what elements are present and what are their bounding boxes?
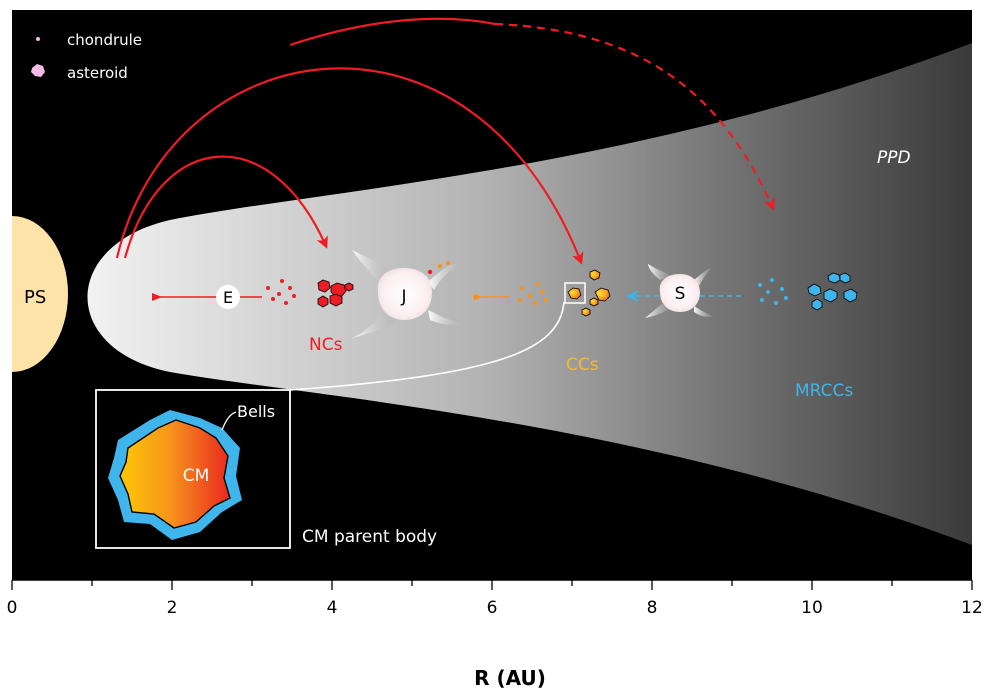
x-tick-label: 12	[961, 598, 983, 618]
mrcc-chondrules	[758, 278, 788, 305]
bells-label: Bells	[237, 402, 275, 421]
x-axis: 0 2 4 6 8 10 12 R (AU)	[7, 579, 983, 690]
legend-chondrule-label: chondrule	[67, 31, 142, 49]
ccs-label: CCs	[566, 355, 599, 375]
arc-to-mrccs-dashed	[494, 22, 775, 211]
nc-asteroids	[317, 279, 354, 308]
arc-to-mrccs-solid	[289, 17, 496, 47]
legend-asteroid-label: asteroid	[67, 64, 128, 82]
inset-cm-parent-body: CM Bells	[95, 389, 291, 549]
x-tick-label: 8	[647, 598, 658, 618]
x-tick-label: 6	[487, 598, 498, 618]
inset-caption: CM parent body	[302, 527, 437, 547]
protoplanetary-disk	[87, 43, 972, 545]
x-axis-ticks	[11, 580, 973, 590]
transport-arcs	[115, 17, 775, 265]
legend: chondrule asteroid	[31, 31, 142, 82]
x-axis-title: R (AU)	[474, 666, 546, 690]
x-tick-label: 0	[7, 598, 18, 618]
x-tick-label: 10	[801, 598, 823, 618]
arc-to-ncs	[123, 155, 328, 259]
saturn: S	[626, 264, 745, 318]
nc-chondrules	[266, 279, 296, 305]
jupiter: J	[352, 250, 510, 338]
cc-chondrules	[518, 282, 548, 305]
inset-source-box	[564, 282, 586, 304]
bells-pointer	[221, 411, 237, 431]
cc-asteroids	[567, 269, 611, 317]
legend-chondrule-marker	[36, 37, 40, 41]
saturn-label: S	[675, 284, 686, 304]
inset-connector	[289, 301, 565, 391]
x-tick-label: 2	[167, 598, 178, 618]
earth-planet	[216, 285, 240, 309]
x-axis-tick-labels: 0 2 4 6 8 10 12	[7, 598, 983, 618]
x-tick-label: 4	[327, 598, 338, 618]
arc-to-ccs	[115, 67, 584, 265]
mrccs-label: MRCCs	[795, 381, 853, 401]
protostar: PS	[12, 216, 68, 372]
disk-label: PPD	[877, 148, 911, 168]
legend-asteroid-marker	[31, 64, 45, 77]
ncs-label: NCs	[309, 335, 343, 355]
mrcc-asteroids	[807, 272, 858, 311]
protostar-label: PS	[24, 287, 46, 308]
cm-core-label: CM	[183, 466, 210, 486]
cm-core	[119, 419, 231, 529]
earth-label: E	[223, 288, 233, 307]
earth-group: E	[152, 285, 262, 309]
jupiter-label: J	[400, 287, 406, 307]
